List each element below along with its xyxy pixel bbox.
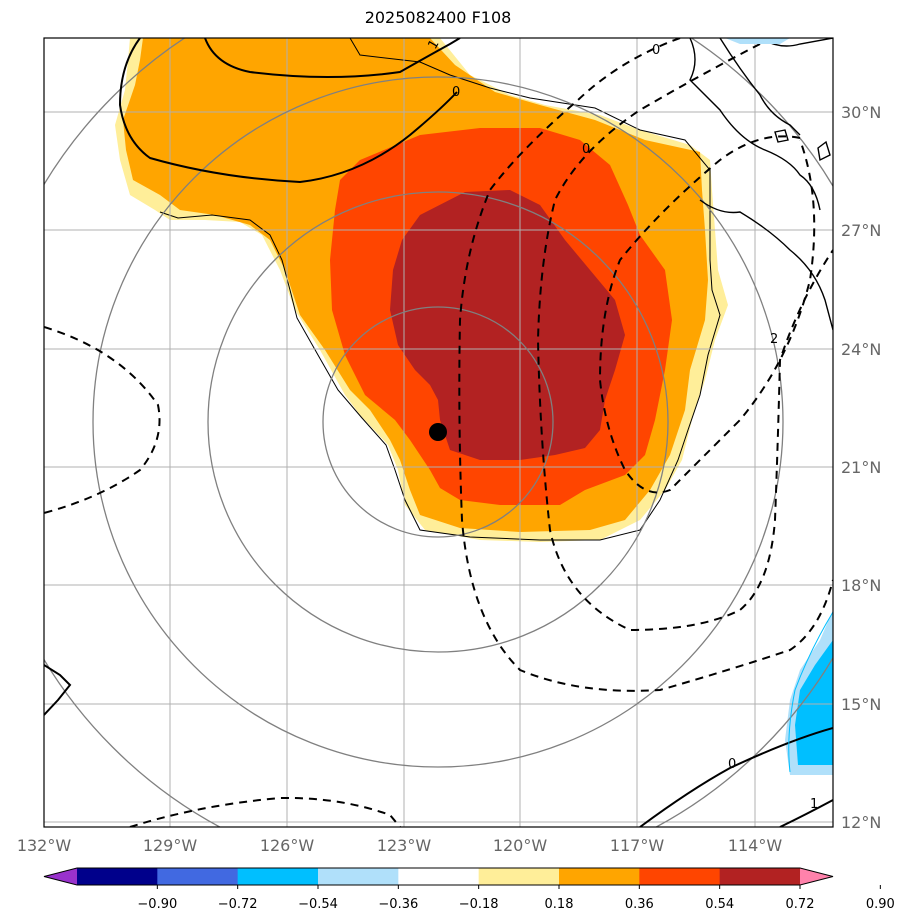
- colorbar-extend-min: [44, 868, 77, 885]
- colorbar-segment: [719, 868, 801, 885]
- solid-contours: [44, 38, 833, 827]
- map-title: 2025082400 F108: [364, 8, 512, 27]
- colorbar-segment: [559, 868, 640, 885]
- colorbar-tick-label: 0.18: [545, 897, 574, 912]
- colorbar-segment: [318, 868, 399, 885]
- colorbar: −0.90 −0.72 −0.54 −0.36 −0.18 0.18 0.36 0.54 0.7…: [43, 867, 895, 912]
- y-tick-label: 27°N: [841, 221, 881, 240]
- deep-blue-fill: [795, 640, 833, 765]
- colorbar-tick-label: −0.72: [218, 897, 258, 912]
- y-tick-label: 12°N: [841, 813, 881, 832]
- dashed-contours: [44, 38, 833, 827]
- colorbar-tick-label: −0.54: [298, 897, 338, 912]
- contour-label-0-c: 0: [582, 142, 590, 157]
- colorbar-segment: [398, 868, 480, 885]
- contour-label-1-bottom: 1: [810, 797, 818, 812]
- gridlines: [44, 38, 833, 827]
- colorbar-tick-label: 0.72: [786, 897, 815, 912]
- x-tick-label: 126°W: [260, 836, 315, 855]
- x-tick-label: 129°W: [143, 836, 198, 855]
- colorbar-segment: [478, 868, 560, 885]
- colorbar-tick-label: 0.54: [705, 897, 734, 912]
- x-tick-label: 132°W: [17, 836, 72, 855]
- colorbar-segment: [237, 868, 319, 885]
- y-tick-label: 21°N: [841, 458, 881, 477]
- colorbar-outline: [43, 867, 834, 886]
- y-tick-labels: 30°N 27°N 24°N 21°N 18°N 15°N 12°N: [841, 103, 881, 832]
- x-tick-labels: 132°W 129°W 126°W 123°W 120°W 117°W 114°…: [17, 836, 783, 855]
- contour-label-0-b: 0: [652, 43, 660, 58]
- colorbar-tick-label: −0.90: [137, 897, 177, 912]
- map-frame: [43, 37, 834, 828]
- y-tick-label: 30°N: [841, 103, 881, 122]
- colorbar-tick-label: −0.36: [378, 897, 418, 912]
- colorbar-segment: [77, 868, 158, 885]
- contour-label-2: 2: [770, 332, 778, 347]
- contour-label-0-d: 0: [728, 757, 736, 772]
- colorbar-tick-label: 0.90: [866, 897, 895, 912]
- colorbar-segment: [157, 868, 239, 885]
- contour-label-0-a: 0: [452, 85, 460, 100]
- colorbar-extend-max: [800, 868, 833, 885]
- range-rings: [44, 38, 833, 827]
- y-tick-label: 15°N: [841, 695, 881, 714]
- x-tick-label: 114°W: [728, 836, 783, 855]
- x-tick-label: 120°W: [493, 836, 548, 855]
- coastline: [689, 38, 833, 331]
- y-tick-label: 24°N: [841, 340, 881, 359]
- dark-red-fill: [390, 190, 625, 460]
- colorbar-tick-label: 0.36: [625, 897, 654, 912]
- colorbar-segment: [639, 868, 721, 885]
- x-tick-label: 123°W: [377, 836, 432, 855]
- colorbar-tick-label: −0.18: [459, 897, 499, 912]
- storm-center-marker: [429, 423, 447, 441]
- blue-patch-top: [725, 38, 790, 44]
- y-tick-label: 18°N: [841, 576, 881, 595]
- blue-region-outline: [788, 611, 833, 773]
- x-tick-label: 117°W: [610, 836, 665, 855]
